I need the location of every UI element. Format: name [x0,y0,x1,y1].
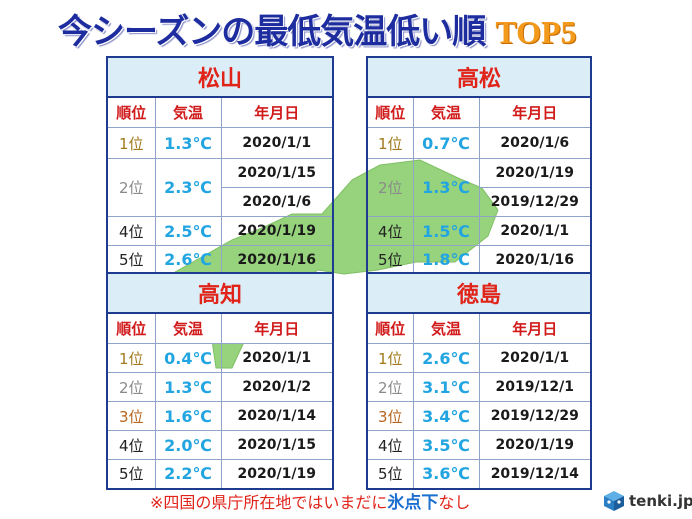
rank-cell: 1位 [106,343,156,373]
rank-cell: 5位 [106,245,156,275]
rank-cell: 2位 [106,158,156,217]
table-matsuyama: 松山 順位 気温 年月日 1位 1.3℃ 2020/1/1 2位 2.3℃ 20… [106,56,335,276]
date-cell: 2020/1/16 [478,245,592,275]
city-name-kochi: 高知 [106,272,334,314]
footnote-text: ※四国の県庁所在地ではいまだに [150,493,388,512]
rank-cell: 2位 [106,372,156,402]
temp-cell: 3.1℃ [412,372,480,402]
header-date: 年月日 [220,312,334,344]
date-cell: 2019/12/29 [478,187,592,217]
date-cell: 2020/1/1 [478,343,592,373]
temp-cell: 2.6℃ [154,245,222,275]
date-cell: 2019/12/29 [478,401,592,431]
temp-cell: 0.7℃ [412,127,480,159]
rank-cell: 1位 [366,343,414,373]
date-cell: 2020/1/16 [220,245,334,275]
footnote-highlight: 氷点下 [387,493,439,513]
date-cell: 2020/1/6 [220,187,334,217]
date-cell: 2020/1/1 [220,127,334,159]
rank-cell: 4位 [106,216,156,246]
rank-cell: 5位 [106,459,156,489]
date-cell: 2020/1/19 [220,459,334,489]
header-date: 年月日 [220,96,334,128]
rank-cell: 4位 [106,430,156,460]
date-cell: 2020/1/15 [220,430,334,460]
date-cell: 2020/1/15 [220,158,334,188]
temp-cell: 1.3℃ [154,127,222,159]
brand-name: tenki.jp [629,492,692,510]
page-title: 今シーズンの最低気温低い順 TOP5 [58,4,577,52]
temp-cell: 1.3℃ [412,158,480,217]
tenki-cube-icon [604,491,624,511]
table-takamatsu: 高松 順位 気温 年月日 1位 0.7℃ 2020/1/6 2位 1.3℃ 20… [366,56,593,276]
date-cell: 2020/1/19 [478,158,592,188]
temp-cell: 2.6℃ [412,343,480,373]
rank-cell: 2位 [366,372,414,402]
temp-cell: 1.6℃ [154,401,222,431]
city-name-matsuyama: 松山 [106,56,334,98]
header-date: 年月日 [478,96,592,128]
table-tokushima: 徳島 順位 気温 年月日 1位 2.6℃ 2020/1/1 2位 3.1℃ 20… [366,272,593,490]
date-cell: 2019/12/1 [478,372,592,402]
header-temp: 気温 [412,96,480,128]
header-temp: 気温 [412,312,480,344]
title-main: 今シーズンの最低気温低い順 [58,12,486,52]
city-name-takamatsu: 高松 [366,56,592,98]
date-cell: 2020/1/2 [220,372,334,402]
date-cell: 2020/1/14 [220,401,334,431]
header-rank: 順位 [366,96,414,128]
rank-cell: 4位 [366,216,414,246]
temp-cell: 2.3℃ [154,158,222,217]
header-temp: 気温 [154,96,222,128]
temp-cell: 0.4℃ [154,343,222,373]
header-rank: 順位 [366,312,414,344]
rank-cell: 1位 [366,127,414,159]
rank-cell: 5位 [366,245,414,275]
date-cell: 2020/1/19 [478,430,592,460]
table-kochi: 高知 順位 気温 年月日 1位 0.4℃ 2020/1/1 2位 1.3℃ 20… [106,272,335,490]
header-rank: 順位 [106,96,156,128]
rank-cell: 5位 [366,459,414,489]
brand-logo: tenki.jp [603,490,692,512]
temp-cell: 1.8℃ [412,245,480,275]
date-cell: 2020/1/1 [220,343,334,373]
city-name-tokushima: 徳島 [366,272,592,314]
footnote-suffix: なし [438,493,471,512]
temp-cell: 3.4℃ [412,401,480,431]
rank-cell: 4位 [366,430,414,460]
rank-cell: 2位 [366,158,414,217]
header-date: 年月日 [478,312,592,344]
rank-cell: 3位 [106,401,156,431]
header-temp: 気温 [154,312,222,344]
footnote: ※四国の県庁所在地ではいまだに氷点下なし [150,488,470,513]
rank-cell: 3位 [366,401,414,431]
date-cell: 2020/1/1 [478,216,592,246]
temp-cell: 3.5℃ [412,430,480,460]
temp-cell: 2.5℃ [154,216,222,246]
date-cell: 2019/12/14 [478,459,592,489]
title-top-badge: TOP5 [495,14,577,50]
temp-cell: 3.6℃ [412,459,480,489]
temp-cell: 2.0℃ [154,430,222,460]
temp-cell: 1.3℃ [154,372,222,402]
header-rank: 順位 [106,312,156,344]
temp-cell: 1.5℃ [412,216,480,246]
rank-cell: 1位 [106,127,156,159]
date-cell: 2020/1/6 [478,127,592,159]
temp-cell: 2.2℃ [154,459,222,489]
date-cell: 2020/1/19 [220,216,334,246]
